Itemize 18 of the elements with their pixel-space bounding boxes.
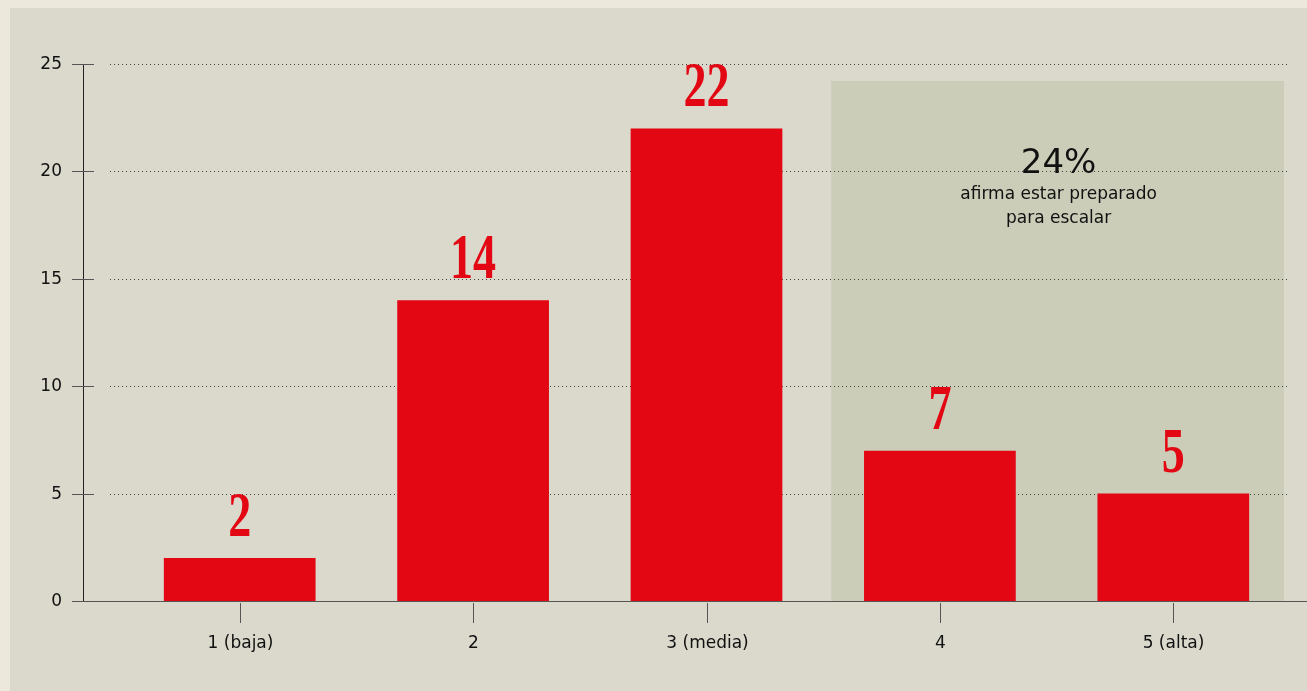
x-tick-label: 1 (baja) [207, 632, 274, 653]
x-tick-label: 3 (media) [666, 632, 749, 653]
y-tick-label: 10 [40, 374, 62, 395]
x-tick-label: 5 (alta) [1142, 632, 1205, 653]
data-label: 7 [928, 371, 952, 443]
data-label: 22 [683, 49, 730, 121]
data-label: 2 [228, 478, 252, 550]
y-tick-label: 0 [51, 589, 62, 610]
x-tick-label: 2 [468, 632, 479, 653]
y-tick-label: 20 [40, 159, 62, 180]
y-tick-label: 5 [51, 482, 62, 503]
y-tick-label: 25 [40, 52, 62, 73]
data-label: 5 [1161, 414, 1185, 486]
data-label: 14 [450, 220, 497, 293]
y-tick-label: 15 [40, 267, 62, 288]
annotation: afirma estar preparado para escalar [960, 183, 1157, 228]
x-tick-label: 4 [935, 632, 946, 653]
band-label: 24% [1020, 140, 1097, 181]
